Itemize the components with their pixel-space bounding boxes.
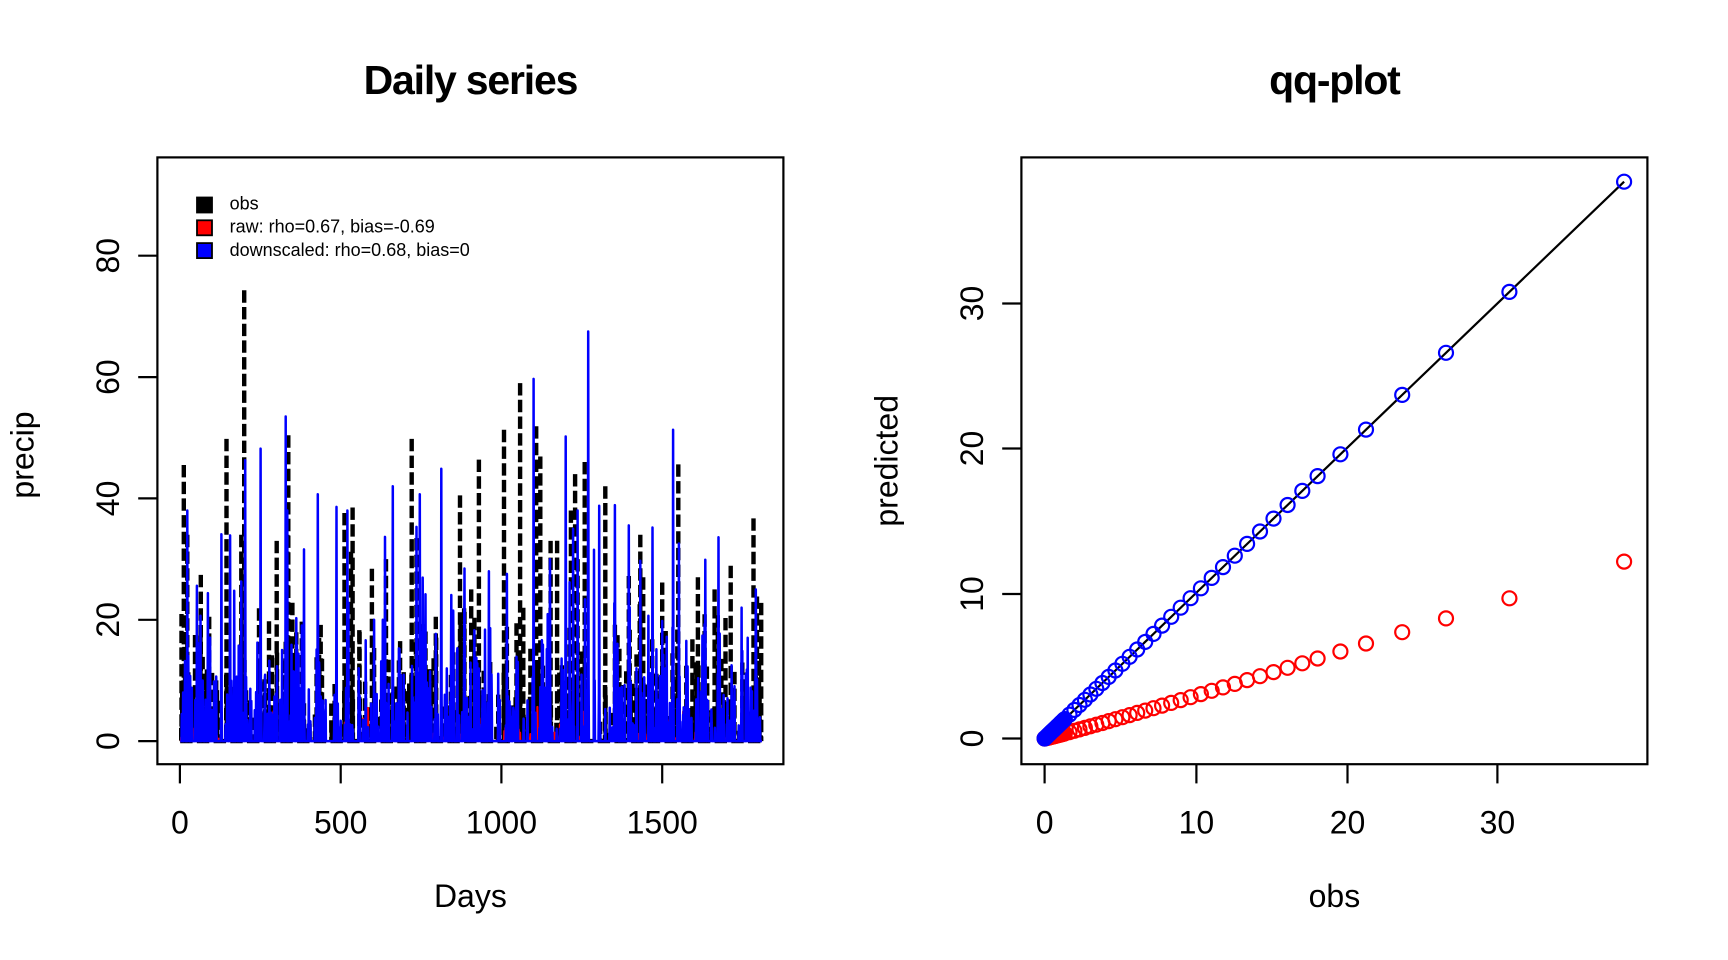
- svg-text:80: 80: [90, 238, 126, 274]
- svg-text:40: 40: [90, 481, 126, 517]
- svg-text:1000: 1000: [466, 805, 537, 841]
- svg-text:0: 0: [90, 732, 126, 750]
- svg-text:1500: 1500: [627, 805, 698, 841]
- svg-text:10: 10: [1179, 805, 1215, 841]
- svg-text:30: 30: [1480, 805, 1516, 841]
- svg-text:predicted: predicted: [869, 395, 905, 527]
- svg-text:60: 60: [90, 359, 126, 395]
- svg-text:obs: obs: [1309, 878, 1361, 914]
- svg-text:0: 0: [954, 730, 990, 748]
- svg-text:qq-plot: qq-plot: [1269, 57, 1401, 103]
- svg-text:precip: precip: [5, 411, 41, 498]
- svg-text:20: 20: [1330, 805, 1366, 841]
- svg-text:downscaled: rho=0.68, bias=0: downscaled: rho=0.68, bias=0: [230, 240, 470, 260]
- svg-text:0: 0: [171, 805, 189, 841]
- svg-text:Daily series: Daily series: [364, 57, 578, 103]
- svg-text:obs: obs: [230, 194, 259, 214]
- svg-text:30: 30: [954, 286, 990, 322]
- svg-text:Days: Days: [434, 878, 507, 914]
- svg-text:20: 20: [90, 602, 126, 638]
- svg-text:0: 0: [1036, 805, 1054, 841]
- svg-text:20: 20: [954, 431, 990, 467]
- svg-text:10: 10: [954, 576, 990, 612]
- svg-text:500: 500: [314, 805, 367, 841]
- svg-text:raw: rho=0.67, bias=-0.69: raw: rho=0.67, bias=-0.69: [230, 216, 435, 236]
